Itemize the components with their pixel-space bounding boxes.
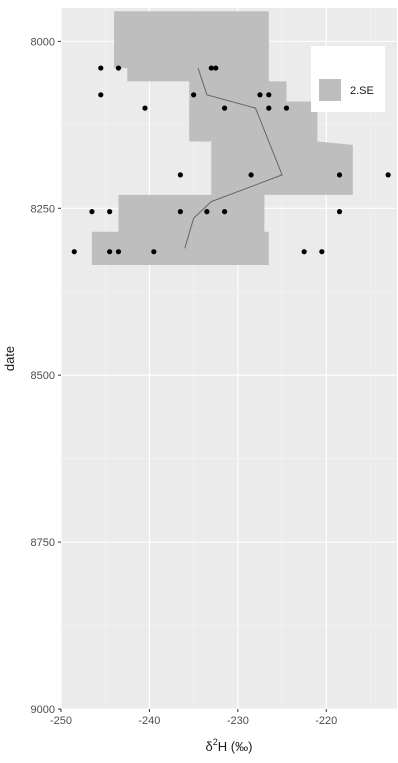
data-point: [98, 92, 104, 98]
x-axis: -250 -240 -230 -220: [50, 709, 337, 727]
data-point: [177, 209, 183, 215]
data-point: [248, 172, 254, 178]
y-axis: 8000 8250 8500 8750 9000: [31, 36, 61, 716]
data-point: [208, 65, 214, 71]
data-point: [336, 172, 343, 178]
data-point: [266, 92, 272, 98]
data-point: [213, 65, 219, 71]
data-point: [151, 249, 157, 255]
data-point: [336, 209, 343, 215]
data-point: [385, 172, 391, 178]
x-tick-label: -240: [138, 715, 160, 727]
x-tick-label: -220: [315, 715, 337, 727]
data-points: [71, 65, 391, 255]
data-point: [204, 209, 210, 215]
se-ribbon: [91, 11, 353, 265]
legend: 2.SE: [311, 46, 385, 112]
data-point: [107, 209, 113, 215]
y-tick-label: 8750: [31, 537, 55, 549]
legend-key-ribbon: [319, 79, 341, 101]
data-point: [283, 105, 290, 111]
y-axis-title: date: [2, 346, 17, 371]
data-point: [115, 65, 122, 71]
data-point: [191, 92, 197, 98]
data-point: [98, 65, 104, 71]
data-point: [89, 209, 95, 215]
x-axis-title-superscript: 2: [213, 737, 218, 747]
x-tick-label: -230: [227, 715, 249, 727]
data-point: [266, 105, 272, 111]
data-point: [177, 172, 183, 178]
x-axis-title-unit: (‰): [231, 739, 253, 754]
data-point: [107, 249, 113, 255]
data-point: [221, 105, 228, 111]
legend-label: 2.SE: [350, 85, 374, 97]
grid-minor: [61, 8, 397, 709]
y-tick-label: 8500: [31, 370, 55, 382]
x-axis-title-main: H: [218, 739, 227, 754]
y-tick-label: 9000: [31, 704, 55, 716]
data-point: [221, 209, 228, 215]
x-axis-title-prefix: δ: [206, 739, 213, 754]
data-point: [115, 249, 122, 255]
data-point: [301, 249, 307, 255]
data-point: [142, 105, 148, 111]
x-tick-label: -250: [50, 715, 72, 727]
x-axis-title: δ2H (‰): [206, 737, 253, 754]
data-point: [71, 249, 77, 255]
y-tick-label: 8000: [31, 36, 55, 48]
data-point: [319, 249, 325, 255]
data-point: [257, 92, 263, 98]
trend-line: [184, 67, 283, 249]
y-tick-label: 8250: [31, 203, 55, 215]
